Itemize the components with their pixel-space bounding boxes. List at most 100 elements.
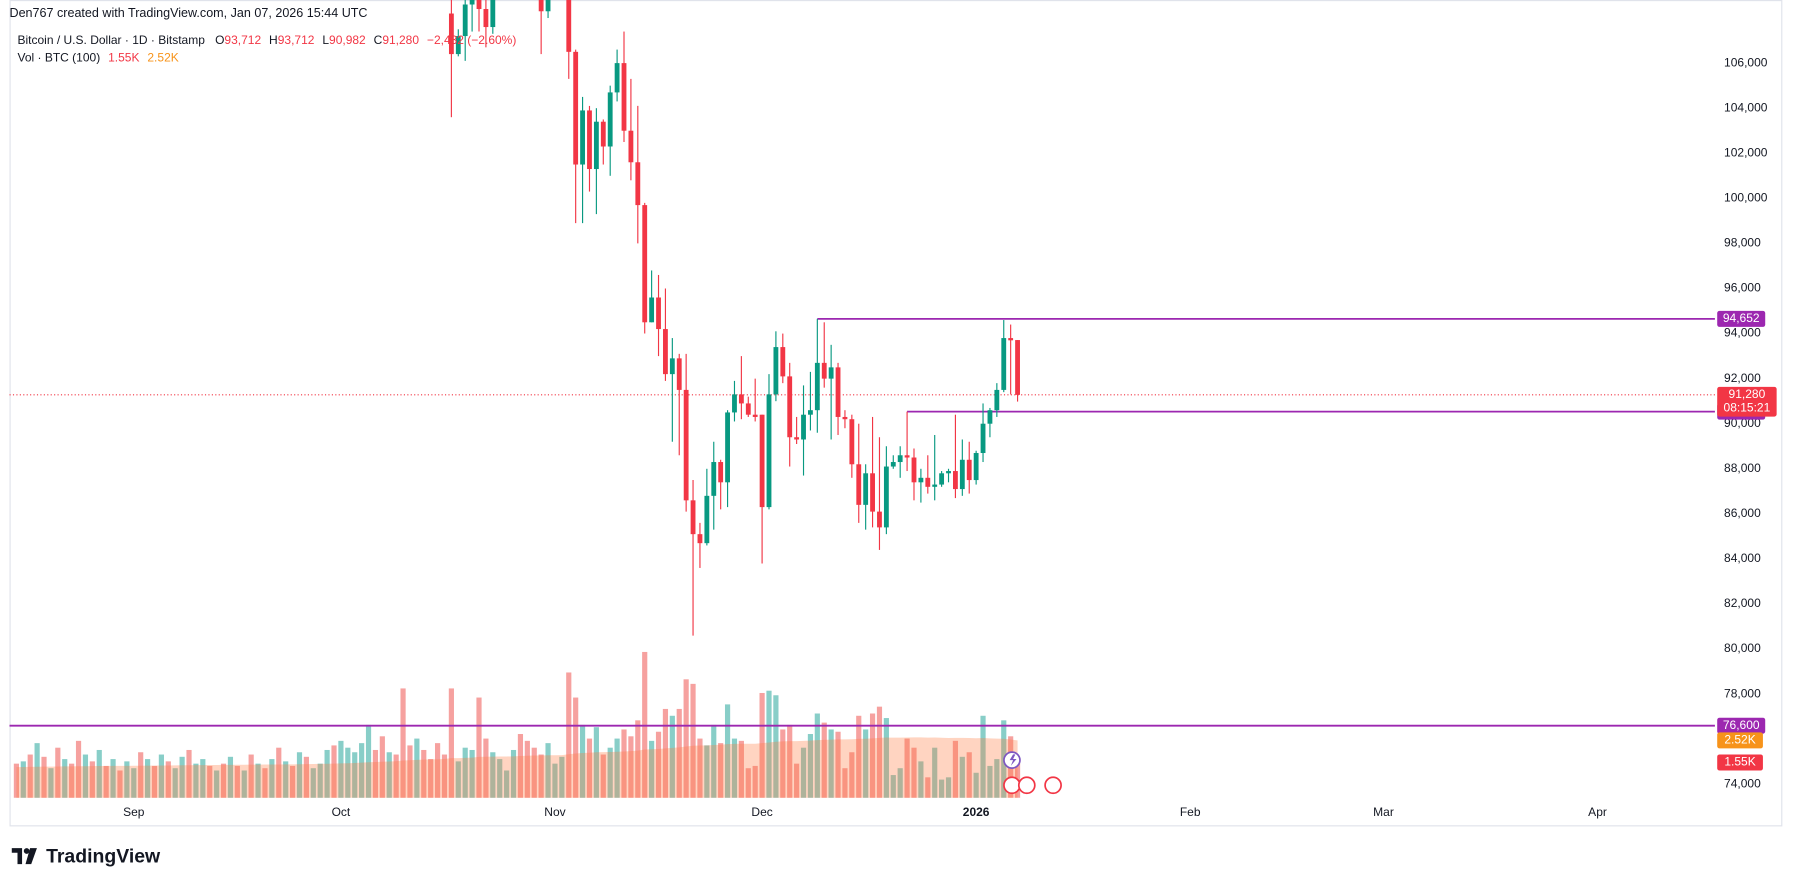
volume-bar xyxy=(41,756,47,798)
candle-body xyxy=(897,455,903,463)
candle-body xyxy=(966,459,972,481)
volume-bar xyxy=(365,724,372,798)
volume-bar xyxy=(434,743,441,798)
volume-bar xyxy=(310,768,316,798)
volume-bar xyxy=(959,756,965,798)
volume-bar xyxy=(131,768,137,798)
candle-body xyxy=(959,459,965,490)
volume-bar xyxy=(759,692,765,798)
candle-body xyxy=(538,0,544,12)
candle-body xyxy=(808,410,813,415)
volume-bar xyxy=(82,754,89,798)
event-icon[interactable] xyxy=(1044,776,1062,795)
volume-bar xyxy=(352,752,358,798)
volume-bar xyxy=(876,706,883,798)
candle-body xyxy=(566,0,572,52)
volume-bar xyxy=(20,761,26,798)
candle-body xyxy=(994,389,1000,411)
candle-body xyxy=(600,121,606,147)
volume-bar xyxy=(890,775,896,798)
event-icon[interactable] xyxy=(1017,776,1036,795)
volume-bar xyxy=(649,740,655,798)
volume-bar xyxy=(75,740,82,798)
volume-bar xyxy=(186,749,192,798)
low-label: L xyxy=(322,33,329,47)
y-tick-label: 98,000 xyxy=(1724,236,1761,250)
candle-body xyxy=(773,347,779,395)
volume-bar xyxy=(869,713,876,798)
y-tick-label: 86,000 xyxy=(1724,506,1761,520)
candle-body xyxy=(821,362,827,379)
volume-bar xyxy=(925,777,931,798)
event-icon[interactable] xyxy=(1003,776,1021,795)
volume-bar xyxy=(842,768,848,798)
footer-brand: TradingView xyxy=(46,845,161,867)
candle-body xyxy=(545,0,551,12)
volume-bar xyxy=(462,747,468,798)
volume-bar xyxy=(718,743,724,798)
symbol: Bitcoin / U.S. Dollar · 1D · Bitstamp xyxy=(18,33,206,47)
candle-body xyxy=(669,358,675,375)
candle-body xyxy=(711,462,717,496)
candle-body xyxy=(842,416,848,420)
candle-body xyxy=(1008,338,1014,341)
volume-bar xyxy=(124,761,130,798)
candle-body xyxy=(725,412,730,483)
volume-bar xyxy=(359,743,365,798)
volume-bar xyxy=(655,731,662,798)
volume-bar xyxy=(939,779,945,798)
volume-bar xyxy=(441,754,448,798)
volume-bar xyxy=(393,754,399,798)
volume-bar xyxy=(752,765,758,798)
volume-bar xyxy=(904,738,910,798)
candle-body xyxy=(932,484,938,487)
volume-bar xyxy=(490,752,496,798)
candle-body xyxy=(656,297,661,330)
candle-body xyxy=(676,358,682,390)
chart-frame xyxy=(9,0,1783,827)
volume-bar xyxy=(504,770,510,798)
candle-body xyxy=(1001,338,1007,390)
event-markers xyxy=(1003,751,1062,795)
candle-body xyxy=(973,453,979,481)
volume-bar xyxy=(414,738,420,798)
volume-bar xyxy=(165,761,171,798)
candle-body xyxy=(732,394,737,413)
candle-body xyxy=(621,63,627,131)
volume-bar xyxy=(593,727,599,798)
volume-bar xyxy=(849,752,855,798)
volume-bar xyxy=(731,738,738,798)
volume-bar xyxy=(821,722,827,798)
volume-bar xyxy=(62,759,68,798)
volume-bar xyxy=(179,756,185,798)
volume-bar xyxy=(283,761,289,798)
volume-bar xyxy=(234,765,240,798)
volume-bar xyxy=(103,765,109,798)
level-label: 76,600 xyxy=(1723,718,1760,732)
level-label: 94,652 xyxy=(1723,311,1760,325)
volume-bar xyxy=(952,740,959,798)
volume-bar xyxy=(117,770,123,798)
volume-ma-value: 2.52K xyxy=(147,50,178,64)
candle-body xyxy=(573,51,579,165)
candle-body xyxy=(697,534,703,544)
candle-body xyxy=(766,394,772,508)
event-icon-glyph xyxy=(1009,754,1017,766)
volume-bar xyxy=(573,697,579,798)
volume-bar xyxy=(241,770,247,798)
volume-pane xyxy=(13,651,1021,798)
volume-bar xyxy=(296,752,303,798)
volume-bar xyxy=(863,729,869,798)
volume-bar xyxy=(600,754,606,798)
volume-bar xyxy=(711,724,717,798)
volume-bar xyxy=(621,729,627,798)
volume-bar xyxy=(586,738,593,798)
level-label-box xyxy=(1717,717,1766,734)
volume-bar xyxy=(745,768,751,798)
volume-bar xyxy=(289,765,296,798)
candle-body xyxy=(663,329,668,375)
volume-bar xyxy=(55,747,61,798)
candle-body xyxy=(787,376,793,438)
candle-body xyxy=(953,471,958,490)
